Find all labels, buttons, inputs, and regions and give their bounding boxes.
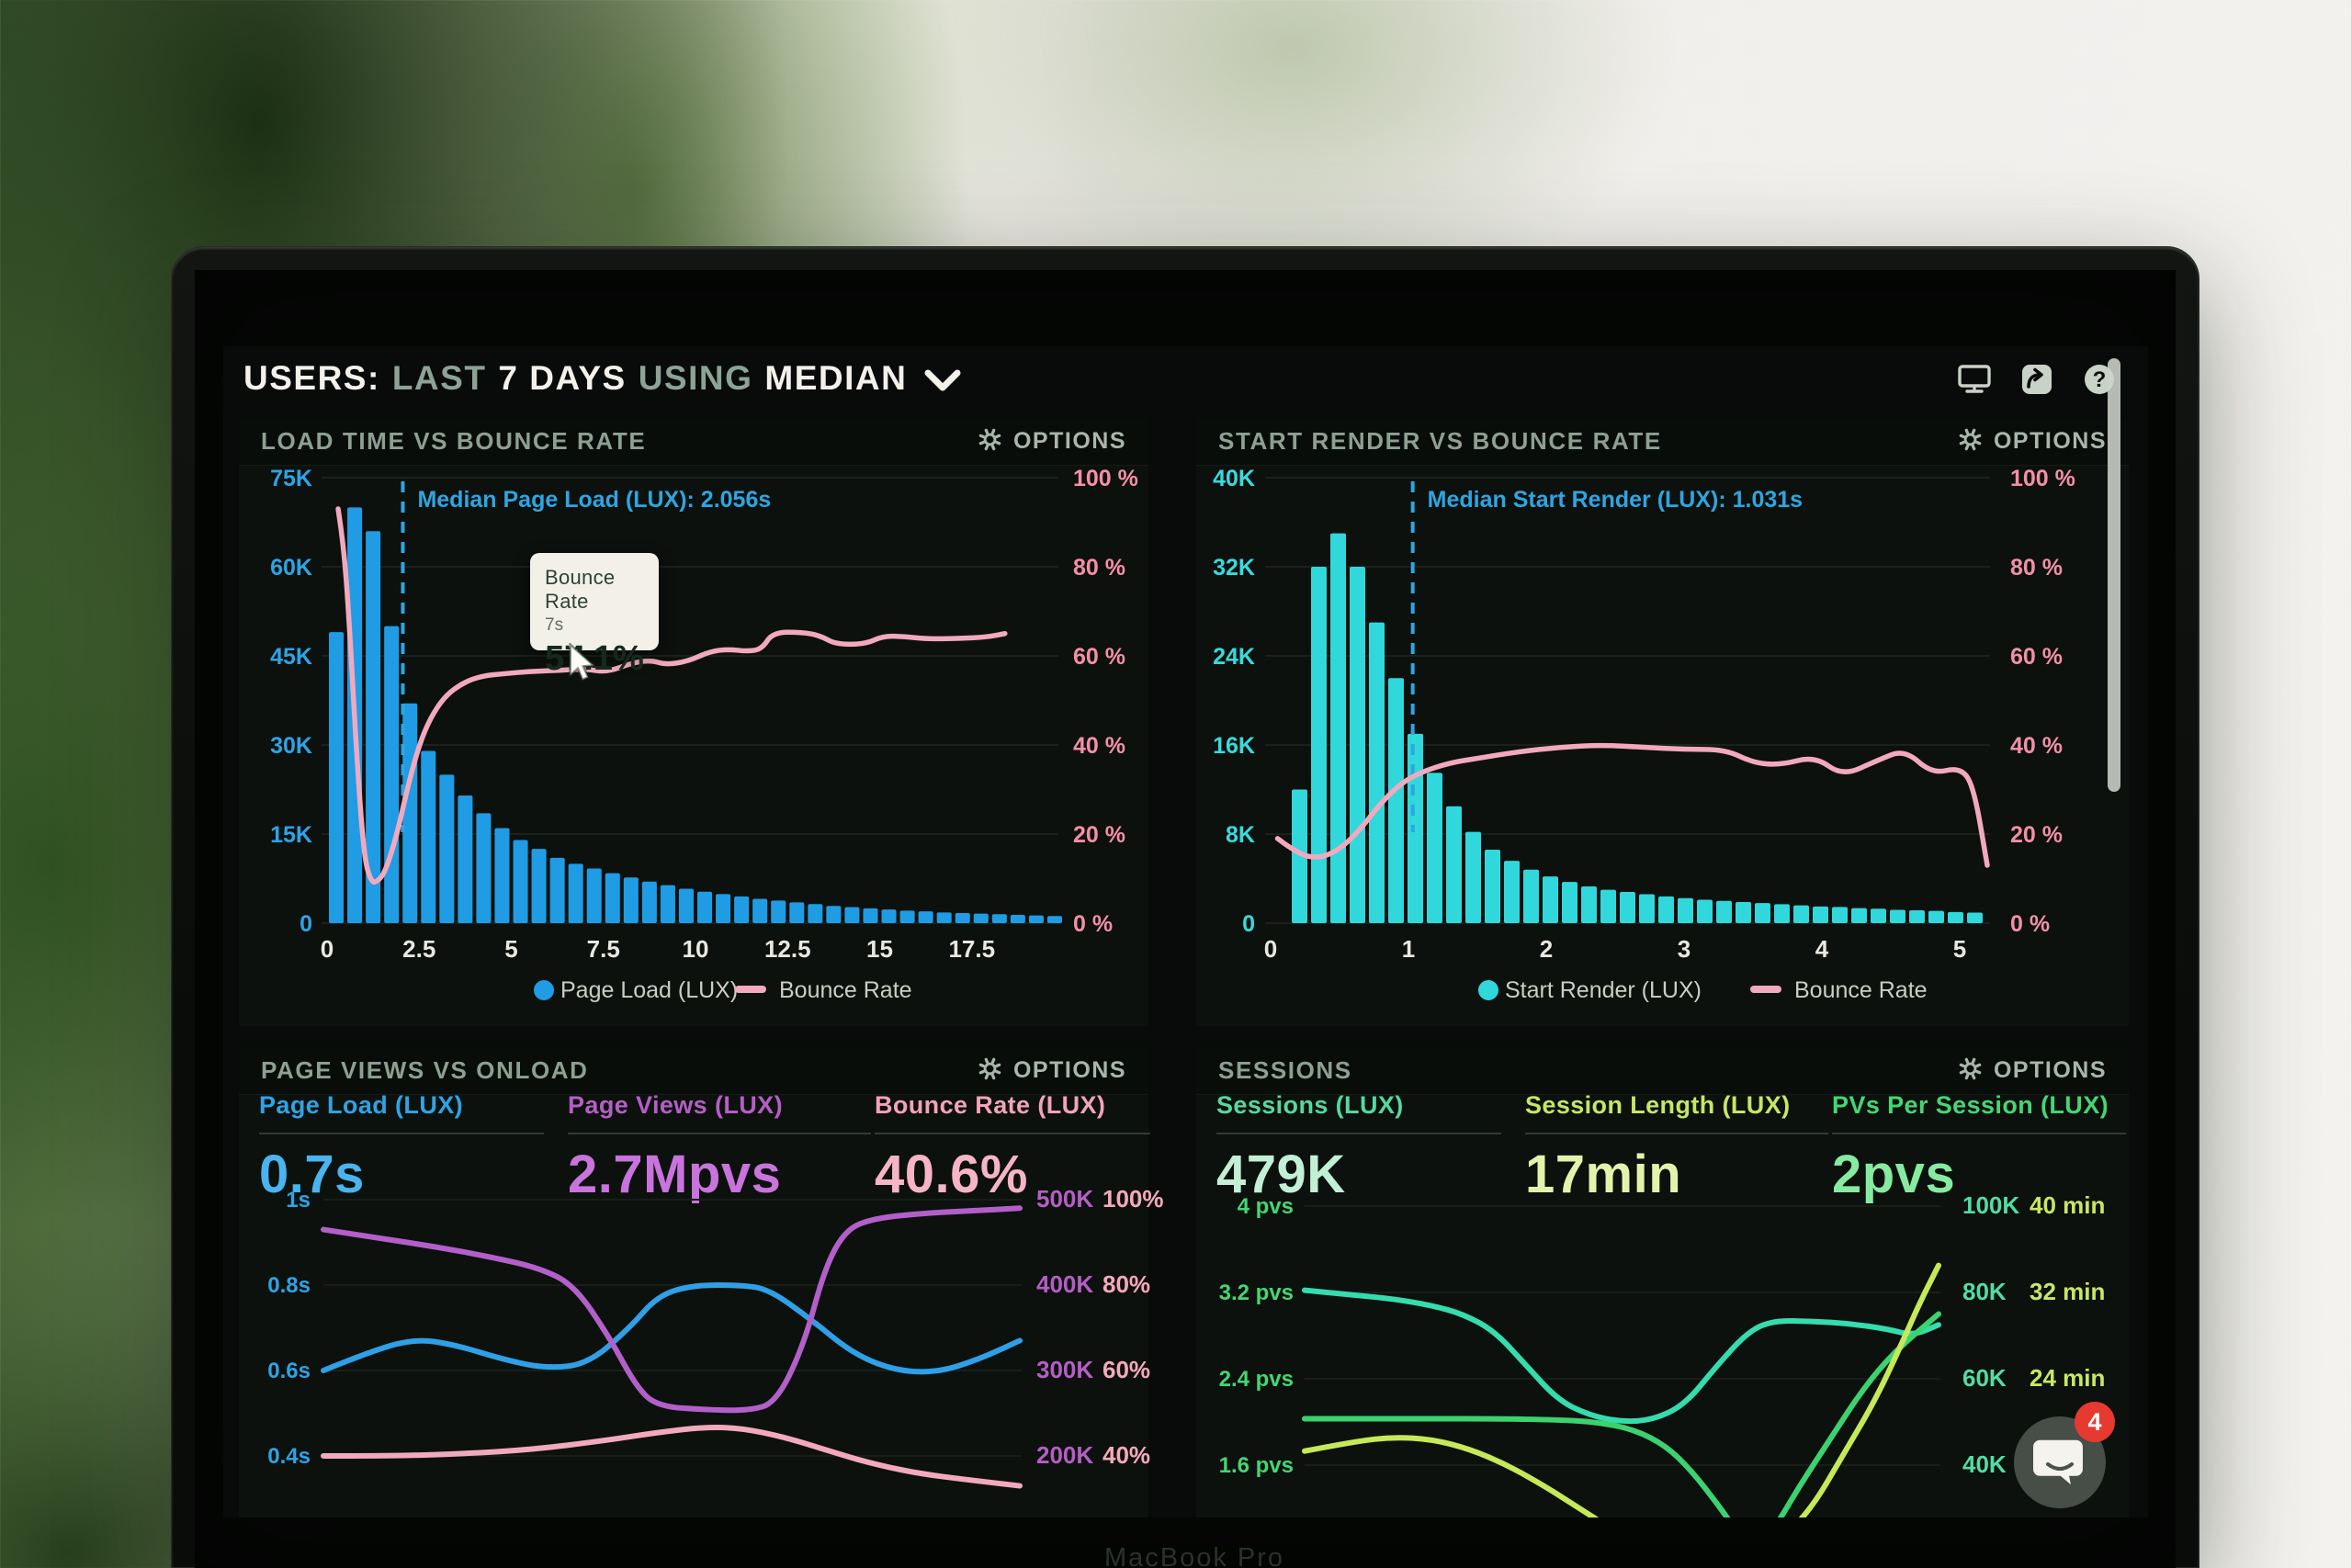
gear-icon bbox=[1958, 1056, 1983, 1086]
metric-label: PVs Per Session (LUX) bbox=[1832, 1091, 2109, 1119]
display-icon[interactable] bbox=[1955, 360, 1994, 397]
title-part: 7 DAYS bbox=[498, 359, 627, 397]
chat-launcher-button[interactable]: 4 bbox=[2014, 1402, 2115, 1508]
panel-start-render: START RENDER VS BOUNCE RATE OPTIONS bbox=[1196, 418, 2129, 1026]
metric-label: Session Length (LUX) bbox=[1525, 1091, 1791, 1119]
metric-underline bbox=[568, 1133, 871, 1134]
panel-sessions: SESSIONS OPTIONS Sessions (LUX) 479K Ses… bbox=[1196, 1047, 2129, 1517]
panel-load-time: LOAD TIME VS BOUNCE RATE OPTIONS bbox=[239, 418, 1148, 1026]
metric-underline bbox=[259, 1133, 544, 1134]
svg-text:?: ? bbox=[2093, 367, 2107, 392]
panel-page-views: PAGE VIEWS VS ONLOAD OPTIONS Page Load (… bbox=[239, 1047, 1150, 1517]
options-label: OPTIONS bbox=[1993, 428, 2107, 454]
tooltip-x-value: 7s bbox=[545, 615, 564, 635]
title-part: USERS: bbox=[243, 359, 380, 397]
options-label: OPTIONS bbox=[1993, 1057, 2107, 1083]
page-scrollbar[interactable] bbox=[2108, 358, 2120, 792]
metric-page-views: Page Views (LUX) 2.7Mpvs bbox=[568, 1091, 871, 1205]
share-icon[interactable] bbox=[2018, 360, 2056, 397]
panel-title: START RENDER VS BOUNCE RATE bbox=[1218, 427, 1662, 455]
title-part: LAST bbox=[391, 359, 487, 397]
options-button[interactable]: OPTIONS bbox=[978, 1056, 1126, 1086]
title-part: MEDIAN bbox=[764, 359, 908, 397]
dashboard-title-dropdown[interactable]: USERS: LAST 7 DAYS USING MEDIAN bbox=[243, 355, 961, 402]
tooltip-value: 57.1% bbox=[545, 639, 644, 678]
options-label: OPTIONS bbox=[1012, 1057, 1126, 1083]
options-button[interactable]: OPTIONS bbox=[1958, 427, 2107, 457]
metric-value: 0.7s bbox=[259, 1145, 365, 1204]
metric-label: Sessions (LUX) bbox=[1216, 1091, 1404, 1119]
chat-unread-badge: 4 bbox=[2075, 1402, 2115, 1442]
metric-page-load: Page Load (LUX) 0.7s bbox=[259, 1091, 562, 1205]
options-button[interactable]: OPTIONS bbox=[978, 427, 1126, 457]
chart-tooltip: Bounce Rate 7s 57.1% bbox=[530, 553, 659, 678]
help-icon[interactable]: ? bbox=[2080, 360, 2119, 397]
metric-underline bbox=[875, 1133, 1150, 1134]
panel-title: SESSIONS bbox=[1218, 1056, 1352, 1084]
gear-icon bbox=[978, 1056, 1002, 1086]
metric-label: Page Load (LUX) bbox=[259, 1091, 464, 1119]
panel-title: PAGE VIEWS VS ONLOAD bbox=[261, 1056, 589, 1084]
metric-value: 17min bbox=[1525, 1145, 1682, 1204]
header-icon-cluster: ? bbox=[1955, 360, 2119, 397]
metric-value: 40.6% bbox=[875, 1145, 1028, 1204]
metric-label: Bounce Rate (LUX) bbox=[875, 1091, 1106, 1119]
options-button[interactable]: OPTIONS bbox=[1958, 1056, 2107, 1086]
metric-underline bbox=[1832, 1133, 2126, 1134]
metric-value: 2pvs bbox=[1832, 1145, 1956, 1204]
metric-label: Page Views (LUX) bbox=[568, 1091, 783, 1119]
panel-title: LOAD TIME VS BOUNCE RATE bbox=[261, 427, 647, 455]
tooltip-title: Bounce Rate bbox=[545, 566, 616, 613]
metric-value: 479K bbox=[1216, 1145, 1346, 1204]
title-part: USING bbox=[638, 359, 753, 397]
gear-icon bbox=[1958, 427, 1983, 457]
metric-underline bbox=[1216, 1133, 1501, 1134]
gear-icon bbox=[978, 427, 1002, 457]
metric-sessions: Sessions (LUX) 479K bbox=[1216, 1091, 1520, 1205]
metric-bounce-rate: Bounce Rate (LUX) 40.6% bbox=[875, 1091, 1178, 1205]
chevron-down-icon bbox=[924, 369, 961, 391]
metric-value: 2.7Mpvs bbox=[568, 1145, 782, 1204]
metric-underline bbox=[1525, 1133, 1828, 1134]
mouse-cursor-icon bbox=[565, 641, 602, 692]
metric-session-length: Session Length (LUX) 17min bbox=[1525, 1091, 1828, 1205]
metric-pvs-per-session: PVs Per Session (LUX) 2pvs bbox=[1832, 1091, 2135, 1205]
options-label: OPTIONS bbox=[1012, 428, 1126, 454]
device-brand-label: MacBook Pro bbox=[1103, 1543, 1285, 1568]
page-title: USERS: LAST 7 DAYS USING MEDIAN bbox=[243, 359, 919, 398]
